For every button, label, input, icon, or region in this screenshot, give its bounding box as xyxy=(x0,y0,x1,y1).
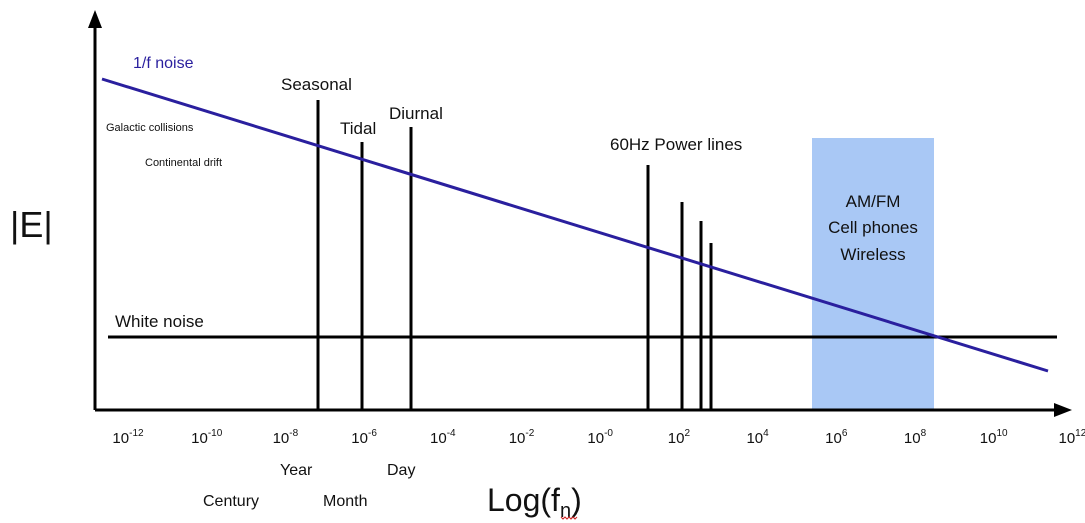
x-tick-exponent: -2 xyxy=(525,428,534,439)
period-century: Century xyxy=(203,493,259,510)
white-noise-label: White noise xyxy=(115,312,204,331)
pink-noise-label: 1/f noise xyxy=(133,55,194,72)
x-tick-label: 1010 xyxy=(980,428,1008,447)
continental-drift-label: Continental drift xyxy=(145,157,222,169)
x-tick-exponent: 10 xyxy=(996,428,1008,439)
x-tick-labels: 10-12 10-10 10-8 10-6 10-4 10-2 10-0 102 104 106 1… xyxy=(112,428,1085,447)
x-tick-label: 106 xyxy=(825,428,848,447)
x-tick-base: 10 xyxy=(430,430,447,447)
x-tick-label: 102 xyxy=(668,428,691,447)
x-axis-label: Log(fn) xyxy=(487,482,582,522)
x-tick-label: 10-10 xyxy=(191,428,223,447)
diurnal-label: Diurnal xyxy=(389,104,443,123)
x-tick-label: 104 xyxy=(746,428,769,447)
spellcheck-underline xyxy=(560,516,578,520)
x-tick-base: 10 xyxy=(904,430,921,447)
y-axis-label: |E| xyxy=(10,204,53,245)
band-label-wireless: Wireless xyxy=(840,245,905,264)
seasonal-label: Seasonal xyxy=(281,75,352,94)
x-tick-label: 108 xyxy=(904,428,927,447)
x-tick-exponent: -8 xyxy=(289,428,298,439)
x-tick-exponent: 8 xyxy=(921,428,927,439)
period-day: Day xyxy=(387,462,415,479)
x-tick-label: 10-4 xyxy=(430,428,456,447)
x-tick-label: 10-6 xyxy=(351,428,377,447)
period-month: Month xyxy=(323,493,367,510)
power-lines-label: 60Hz Power lines xyxy=(610,135,742,154)
x-tick-exponent: -6 xyxy=(368,428,377,439)
x-axis-label-subscript: n xyxy=(560,500,571,522)
x-tick-exponent: 2 xyxy=(684,428,690,439)
x-tick-base: 10 xyxy=(509,430,526,447)
x-tick-base: 10 xyxy=(746,430,763,447)
x-tick-base: 10 xyxy=(191,430,208,447)
x-tick-label: 1012 xyxy=(1058,428,1085,447)
x-tick-label: 10-12 xyxy=(112,428,144,447)
x-tick-base: 10 xyxy=(825,430,842,447)
period-year: Year xyxy=(280,462,313,479)
x-tick-exponent: -10 xyxy=(208,428,223,439)
pink-noise-line xyxy=(101,77,1049,373)
x-tick-base: 10 xyxy=(980,430,997,447)
y-axis-arrow xyxy=(88,10,102,28)
x-tick-label: 10-2 xyxy=(509,428,535,447)
x-tick-exponent: 4 xyxy=(763,428,769,439)
band-label-cell-phones: Cell phones xyxy=(828,218,918,237)
x-tick-base: 10 xyxy=(668,430,685,447)
x-tick-label: 10-8 xyxy=(273,428,299,447)
x-axis-label-close: ) xyxy=(571,482,582,518)
x-tick-exponent: -4 xyxy=(447,428,456,439)
x-tick-base: 10 xyxy=(351,430,368,447)
galactic-collisions-label: Galactic collisions xyxy=(106,122,194,134)
x-tick-exponent: -12 xyxy=(129,428,144,439)
x-axis-label-base: Log(f xyxy=(487,482,560,518)
x-tick-exponent: 12 xyxy=(1075,428,1085,439)
x-tick-label: 10-0 xyxy=(587,428,613,447)
radio-band xyxy=(812,138,934,410)
x-tick-base: 10 xyxy=(1058,430,1075,447)
tidal-label: Tidal xyxy=(340,119,376,138)
x-axis-arrow xyxy=(1054,403,1072,417)
x-tick-base: 10 xyxy=(273,430,290,447)
x-tick-base: 10 xyxy=(587,430,604,447)
x-tick-exponent: 6 xyxy=(842,428,848,439)
x-tick-exponent: -0 xyxy=(604,428,613,439)
x-tick-base: 10 xyxy=(112,430,129,447)
band-label-am-fm: AM/FM xyxy=(846,192,901,211)
